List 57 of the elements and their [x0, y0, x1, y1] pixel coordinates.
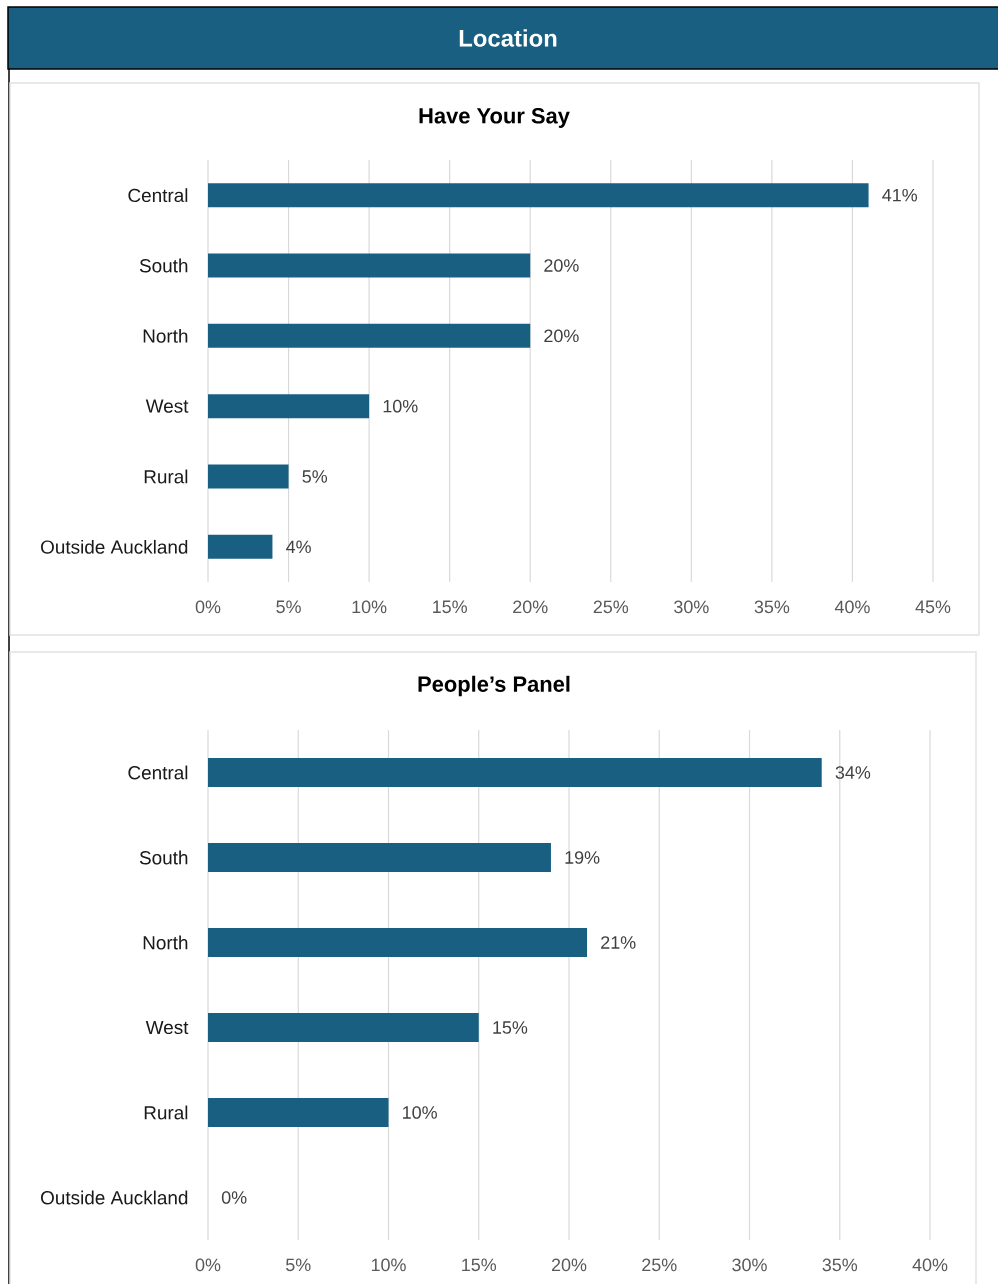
- x-tick-label: 25%: [593, 600, 629, 614]
- x-tick-label: 0%: [195, 600, 221, 614]
- data-label: 20%: [544, 259, 579, 272]
- y-tick-label: Rural: [144, 1105, 188, 1120]
- bar: [208, 394, 370, 419]
- data-label: 10%: [403, 1106, 437, 1119]
- chart-title: Have Your Say: [419, 108, 570, 128]
- y-tick-label: Outside Auckland: [41, 539, 188, 554]
- y-tick-label: Outside Auckland: [41, 1190, 188, 1205]
- x-tick-label: 20%: [513, 600, 548, 614]
- x-tick-label: 5%: [276, 600, 301, 614]
- data-label: 19%: [565, 851, 600, 864]
- data-label: 34%: [835, 766, 871, 779]
- bar: [208, 253, 531, 278]
- y-tick-label: South: [139, 850, 188, 865]
- x-tick-label: 5%: [286, 1258, 311, 1272]
- data-label: 0%: [221, 1191, 247, 1204]
- y-tick-label: West: [145, 1020, 189, 1035]
- y-tick-label: Rural: [144, 469, 188, 484]
- data-label: 5%: [302, 470, 328, 483]
- y-tick-label: North: [143, 328, 188, 343]
- x-tick-label: 10%: [371, 1258, 406, 1272]
- bar: [208, 928, 588, 958]
- chart-title: People’s Panel: [418, 675, 570, 697]
- data-label: 41%: [882, 188, 918, 202]
- data-label: 10%: [383, 399, 418, 413]
- x-tick-label: 35%: [822, 1258, 858, 1272]
- y-tick-label: Central: [128, 188, 188, 203]
- bar: [208, 1013, 479, 1043]
- x-tick-label: 45%: [915, 600, 951, 614]
- x-tick-label: 35%: [754, 600, 790, 614]
- x-tick-label: 40%: [834, 600, 870, 614]
- y-tick-label: Central: [128, 765, 188, 780]
- text: Location: [459, 29, 557, 47]
- x-tick-label: 0%: [195, 1258, 221, 1272]
- bar: [208, 758, 822, 787]
- bar: [208, 464, 289, 489]
- data-label: 15%: [493, 1021, 528, 1034]
- bar: [208, 1098, 389, 1128]
- x-tick-label: 30%: [732, 1258, 767, 1272]
- data-label: 21%: [601, 936, 636, 949]
- data-label: 4%: [286, 540, 311, 554]
- data-label: 20%: [544, 329, 579, 343]
- bar: [208, 323, 531, 348]
- bar: [208, 183, 869, 208]
- x-tick-label: 10%: [352, 600, 387, 614]
- y-tick-label: South: [139, 258, 188, 273]
- y-tick-label: West: [145, 399, 189, 413]
- x-tick-label: 15%: [433, 600, 467, 614]
- x-tick-label: 40%: [912, 1258, 948, 1272]
- x-tick-label: 30%: [674, 600, 709, 614]
- x-tick-label: 20%: [551, 1258, 587, 1272]
- x-tick-label: 25%: [642, 1258, 677, 1272]
- bar: [208, 843, 551, 872]
- bar: [208, 534, 273, 559]
- y-tick-label: North: [143, 935, 188, 950]
- x-tick-label: 15%: [462, 1258, 497, 1272]
